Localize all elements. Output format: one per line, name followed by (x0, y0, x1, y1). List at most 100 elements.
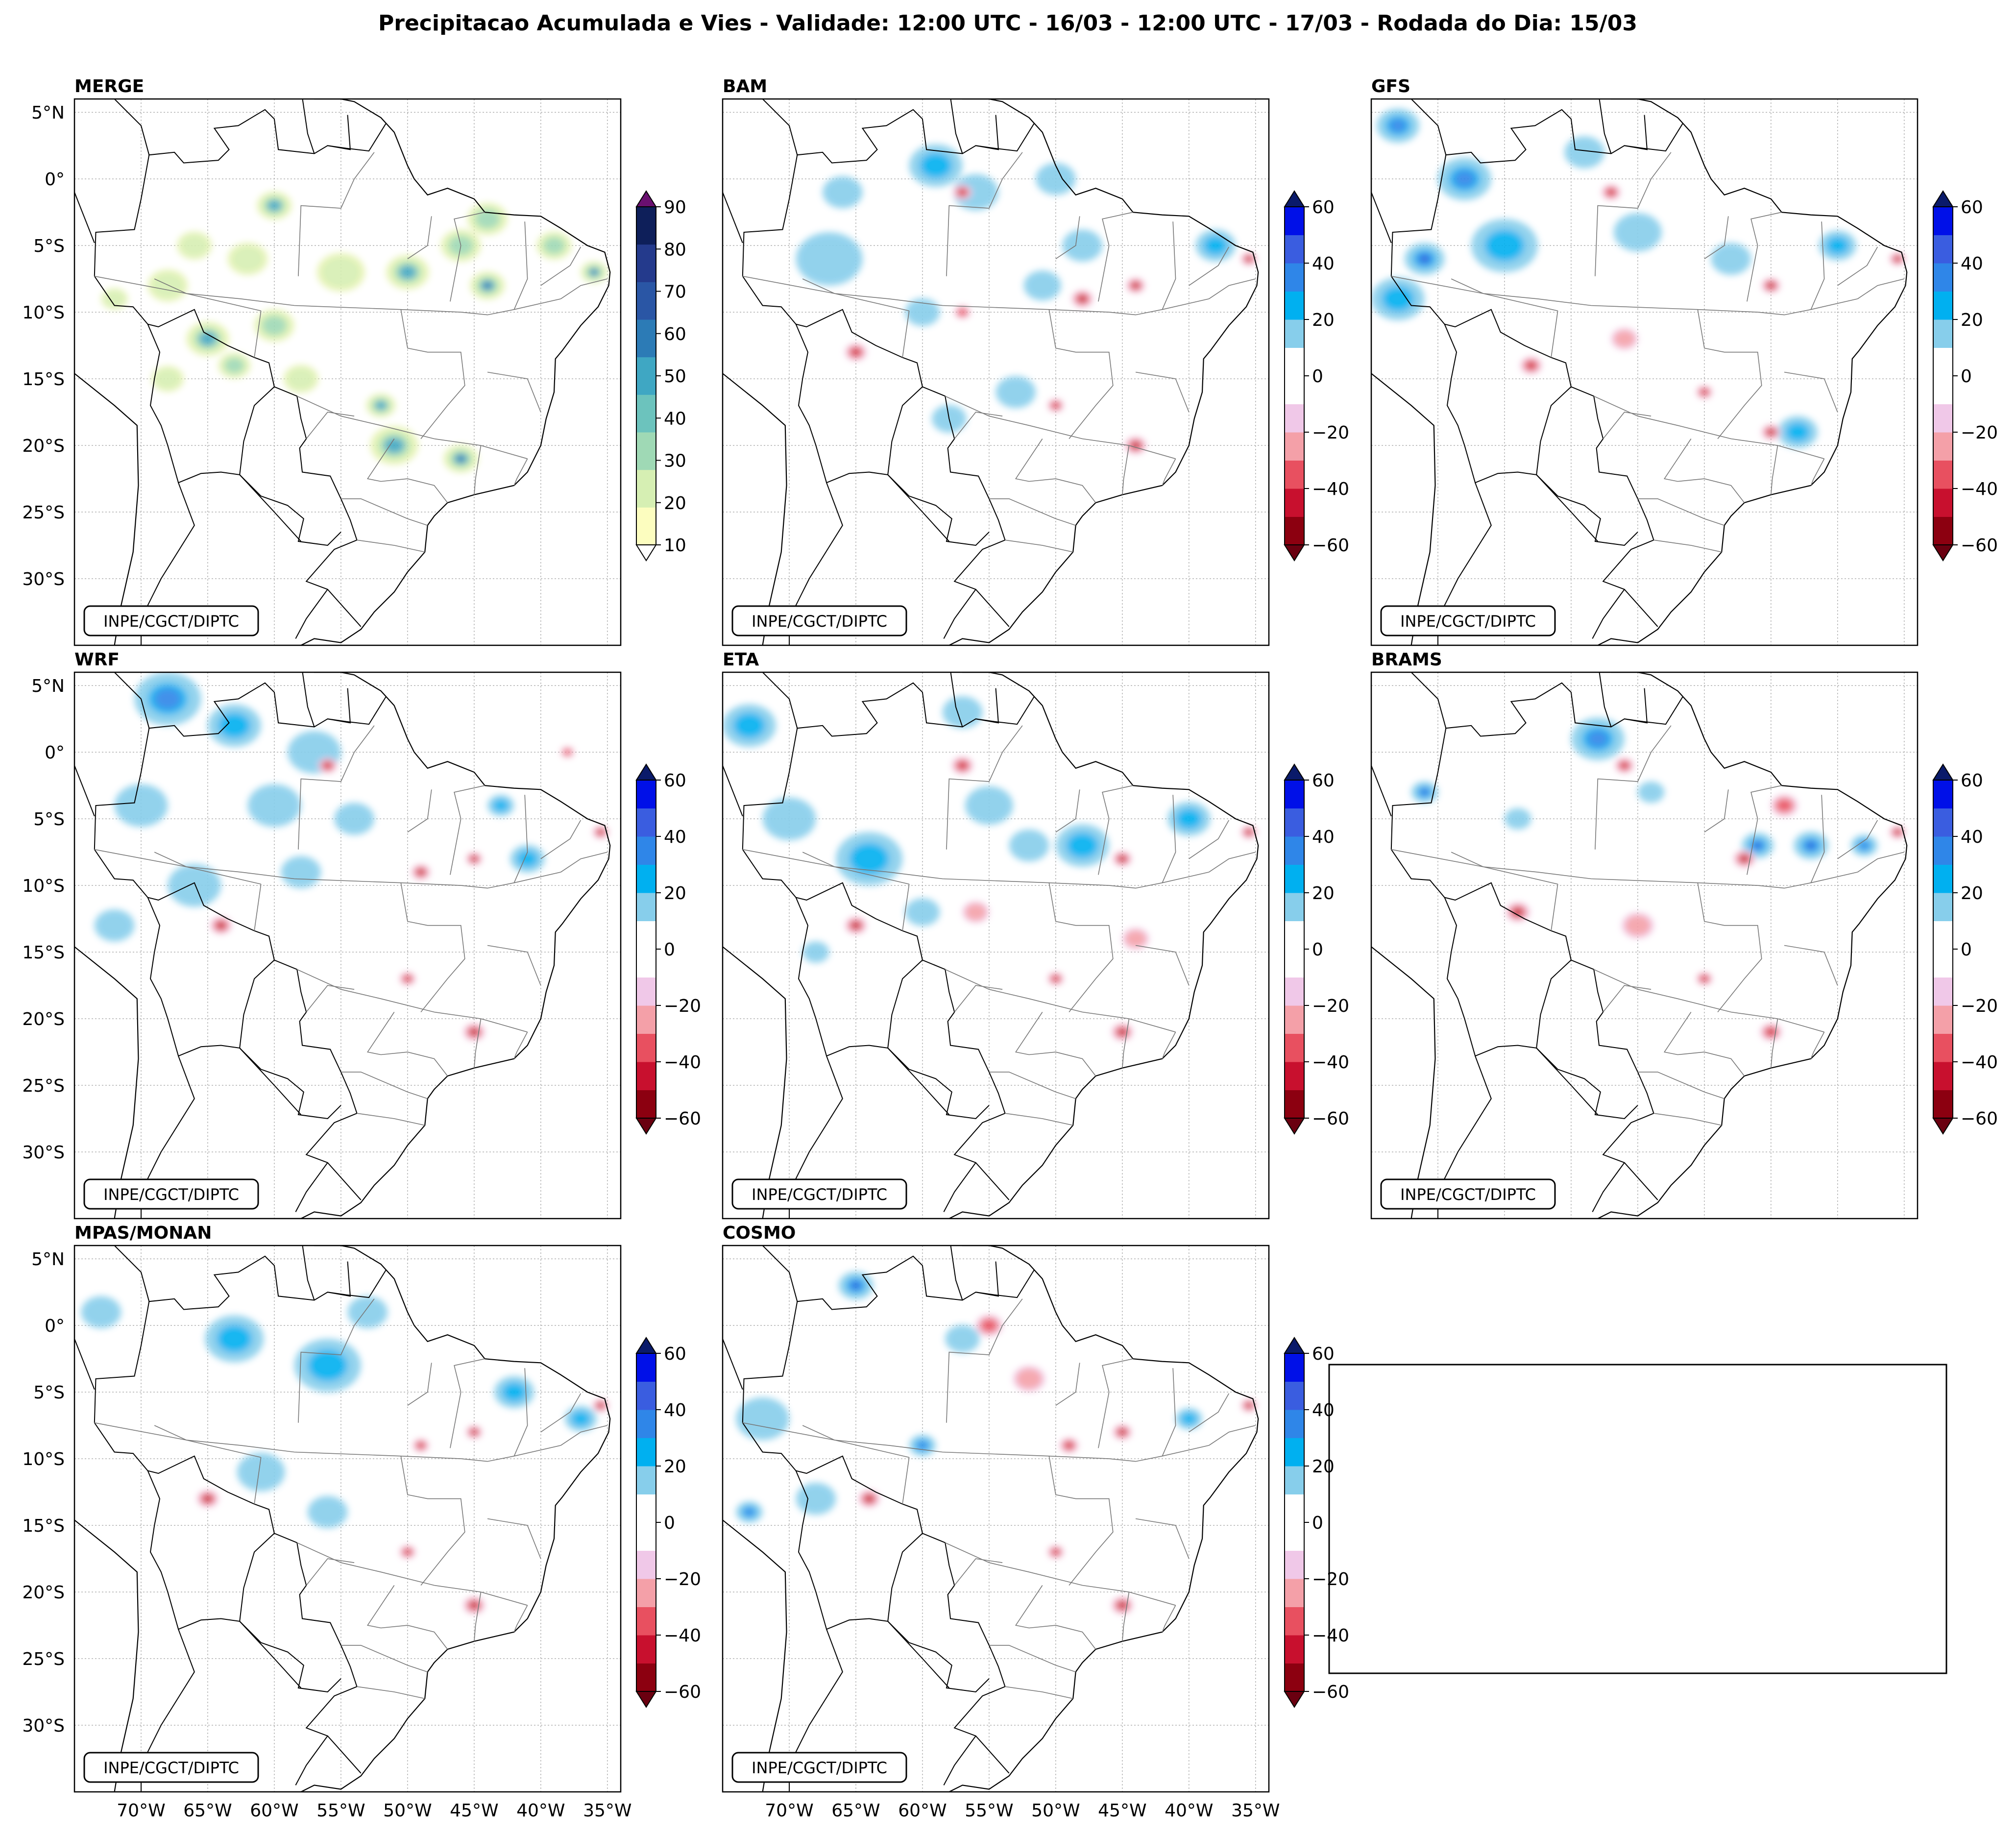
colorbar-tick-label: 40 (1312, 1400, 1335, 1420)
colorbar-extend-max (635, 1337, 657, 1354)
colorbar-extend-min (1284, 1118, 1305, 1135)
field-patch (591, 270, 597, 274)
colorbar-tick-label: 20 (1961, 310, 1983, 330)
credit-label: INPE/CGCT/DIPTC (752, 612, 887, 631)
state-border (1189, 246, 1230, 286)
field-patch (958, 762, 967, 769)
colorbar-tick-label: −20 (664, 1569, 701, 1589)
credit-box (83, 1752, 259, 1783)
colorbar-segment (1933, 291, 1953, 320)
colorbar-segment (1933, 921, 1953, 950)
credit-label: INPE/CGCT/DIPTC (752, 1759, 887, 1777)
colorbar-tick-label: 0 (664, 940, 675, 960)
state-border (1837, 820, 1878, 859)
colorbar-tick-label: 80 (664, 240, 686, 260)
field-patch (103, 290, 125, 308)
colorbar-segment (1285, 1381, 1304, 1410)
country-border (295, 589, 328, 639)
colorbar-segment (636, 1607, 656, 1636)
colorbar-segment (636, 1381, 656, 1410)
lat-tick-label: 30°S (22, 1143, 65, 1163)
state-border (1005, 1113, 1073, 1126)
lat-tick-label: 0° (45, 743, 65, 763)
state-border (1162, 795, 1176, 883)
state-border (474, 445, 482, 495)
colorbar-tick-label: −60 (1312, 1682, 1349, 1702)
field-patch (1715, 246, 1747, 272)
state-border (487, 371, 541, 413)
field-patch (1120, 857, 1124, 860)
field-patch (1826, 236, 1849, 255)
state-border (1663, 439, 1745, 503)
colorbar-segment (636, 1466, 656, 1494)
field-layer (101, 192, 607, 473)
field-patch (920, 152, 952, 179)
field-patch (1454, 170, 1476, 188)
field-patch (852, 1282, 860, 1289)
state-border (1704, 216, 1729, 259)
field-patch (1176, 808, 1202, 830)
colorbar-segment (1933, 516, 1953, 545)
colorbar-tick-label: −20 (1961, 423, 1998, 443)
state-border (540, 246, 582, 286)
colorbar-segment (1285, 808, 1304, 837)
field-patch (262, 316, 287, 335)
field-patch (946, 699, 979, 725)
field-layer (94, 672, 609, 1041)
state-border (1048, 1456, 1114, 1586)
field-patch (1133, 443, 1138, 447)
country-border (742, 849, 1010, 1200)
colorbar-tick-label: 40 (1312, 827, 1335, 847)
colorbar-segment (1285, 893, 1304, 921)
country-border (1536, 959, 1572, 1049)
colorbar-tick-label: 60 (1312, 197, 1335, 218)
lat-tick-label: 10°S (22, 876, 65, 896)
field-patch (484, 283, 491, 289)
state-border (254, 311, 262, 358)
state-border (540, 1393, 582, 1433)
field-patch (999, 379, 1032, 405)
colorbar-segment (1285, 1579, 1304, 1607)
colorbar-tick-label: −60 (1312, 536, 1349, 556)
field-patch (1066, 233, 1098, 259)
colorbar-extend-max (1284, 190, 1305, 207)
field-patch (517, 850, 538, 867)
state-border (1162, 1605, 1176, 1632)
field-patch (1203, 236, 1228, 255)
lat-tick-label: 20°S (22, 1583, 65, 1603)
panel-cosmo: COSMO 70°W 65°W 60°W 55°W 50°W 45°W 40°W 35°W INP… (722, 1223, 1349, 1821)
country-border (1371, 765, 1392, 817)
field-patch (1422, 790, 1428, 795)
lon-tick-label: 60°W (250, 1801, 298, 1821)
country-border (295, 1162, 328, 1212)
empty-axes (1328, 1364, 1947, 1674)
state-border (298, 152, 375, 276)
lon-tick-label: 40°W (516, 1801, 565, 1821)
state-border (1551, 884, 1558, 931)
country-border (74, 765, 95, 817)
state-border (513, 1368, 528, 1457)
panel-eta: ETA INPE/CGCT/DIPTC 60 40 20 0 −20 −40 −60 (722, 650, 1349, 1220)
field-patch (1515, 910, 1521, 914)
country-border (147, 897, 341, 1120)
country-border (239, 474, 302, 542)
country-border (1599, 99, 1612, 154)
field-patch (1120, 1030, 1125, 1034)
lon-tick-label: 45°W (450, 1801, 498, 1821)
colorbar-segment (636, 469, 656, 508)
colorbar-tick-label: 60 (664, 1344, 686, 1364)
state-border (1135, 1518, 1190, 1559)
map-frame (722, 1245, 1270, 1793)
lat-tick-label: 25°S (22, 1649, 65, 1669)
colorbar-segment (636, 394, 656, 433)
field-patch (1742, 857, 1747, 861)
country-border (1592, 1162, 1625, 1212)
lat-tick-label: 25°S (22, 503, 65, 523)
field-patch (180, 234, 209, 257)
colorbar-tick-label: −40 (664, 1052, 701, 1073)
field-patch (1767, 1028, 1775, 1036)
colorbar-tick-label: −20 (1312, 996, 1349, 1016)
colorbar-segment (1933, 864, 1953, 893)
map-frame (722, 98, 1270, 646)
field-patch (571, 1411, 590, 1427)
